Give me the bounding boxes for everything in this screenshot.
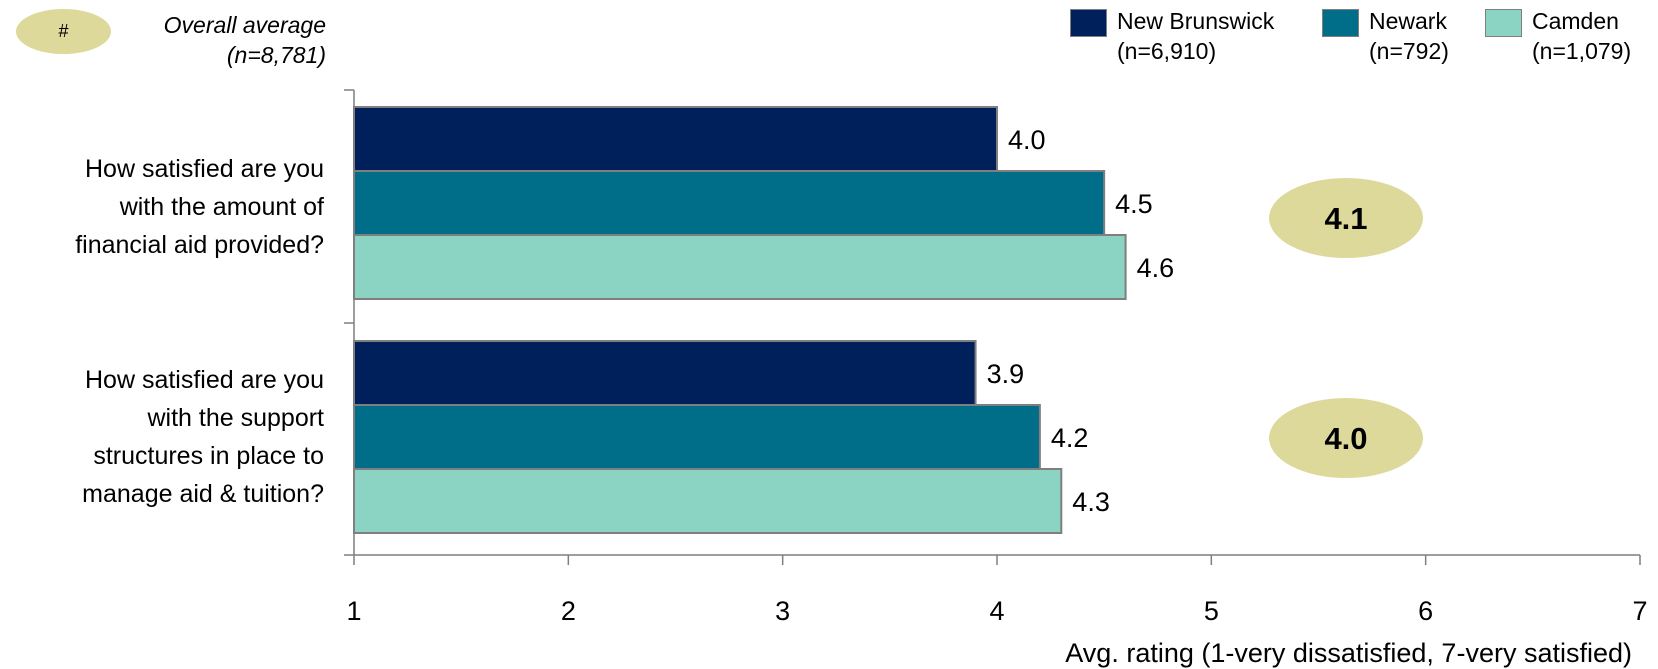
bar-value-label: 4.5 <box>1115 189 1153 219</box>
overall-average-key-symbol: # <box>58 21 69 41</box>
legend-item-new-brunswick: New Brunswick (n=6,910) <box>1070 6 1274 66</box>
category-label-line: with the amount of <box>119 193 324 221</box>
bar <box>353 234 1127 300</box>
legend-swatch-new-brunswick <box>1070 9 1107 37</box>
category-label-line: structures in place to <box>93 442 324 470</box>
bar <box>353 340 977 406</box>
overall-average-ellipse <box>1269 178 1423 258</box>
bar-value-label: 3.9 <box>987 359 1025 389</box>
overall-average-key-label-line2: (n=8,781) <box>226 42 326 68</box>
x-tick-label: 3 <box>775 596 790 626</box>
legend-label-newark: Newark <box>1369 8 1447 34</box>
category-label-line: How satisfied are you <box>84 155 324 183</box>
x-tick-label: 1 <box>346 596 361 626</box>
overall-average-key-label: Overall average (n=8,781) <box>130 10 326 70</box>
bar-value-label: 4.3 <box>1072 487 1110 517</box>
legend-count-newark: (n=792) <box>1369 38 1449 64</box>
legend-count-camden: (n=1,079) <box>1532 38 1632 64</box>
x-tick-label: 2 <box>561 596 576 626</box>
category-label-line: How satisfied are you <box>84 366 324 394</box>
x-axis-title: Avg. rating (1-very dissatisfied, 7-very… <box>1065 638 1632 668</box>
bar <box>353 468 1063 534</box>
legend-item-camden: Camden (n=1,079) <box>1485 6 1631 66</box>
category-label-line: financial aid provided? <box>75 231 324 259</box>
x-tick-label: 7 <box>1632 596 1647 626</box>
bar <box>353 106 998 172</box>
legend-item-newark: Newark (n=792) <box>1322 6 1449 66</box>
overall-average-value: 4.1 <box>1324 201 1367 236</box>
x-tick-label: 5 <box>1204 596 1219 626</box>
bar <box>353 404 1041 470</box>
x-tick-label: 4 <box>989 596 1004 626</box>
x-tick-label: 6 <box>1418 596 1433 626</box>
bar-value-label: 4.2 <box>1051 423 1089 453</box>
overall-average-ellipse <box>1269 398 1423 478</box>
overall-average-key-ellipse: # <box>16 9 111 54</box>
category-label-financial-aid-amount: How satisfied are you with the amount of… <box>4 150 324 264</box>
legend-label-new-brunswick: New Brunswick <box>1117 8 1275 34</box>
legend-count-new-brunswick: (n=6,910) <box>1117 38 1217 64</box>
bar-value-label: 4.0 <box>1008 125 1046 155</box>
overall-average-value: 4.0 <box>1324 421 1367 456</box>
bar <box>353 170 1106 236</box>
legend-swatch-camden <box>1485 9 1522 37</box>
category-label-support-structures: How satisfied are you with the support s… <box>4 361 324 513</box>
category-label-line: with the support <box>147 404 325 432</box>
legend-swatch-newark <box>1322 9 1359 37</box>
bar-value-label: 4.6 <box>1137 253 1175 283</box>
legend-label-camden: Camden <box>1532 8 1619 34</box>
overall-average-key-label-line1: Overall average <box>163 12 326 38</box>
category-label-line: manage aid & tuition? <box>82 480 324 508</box>
